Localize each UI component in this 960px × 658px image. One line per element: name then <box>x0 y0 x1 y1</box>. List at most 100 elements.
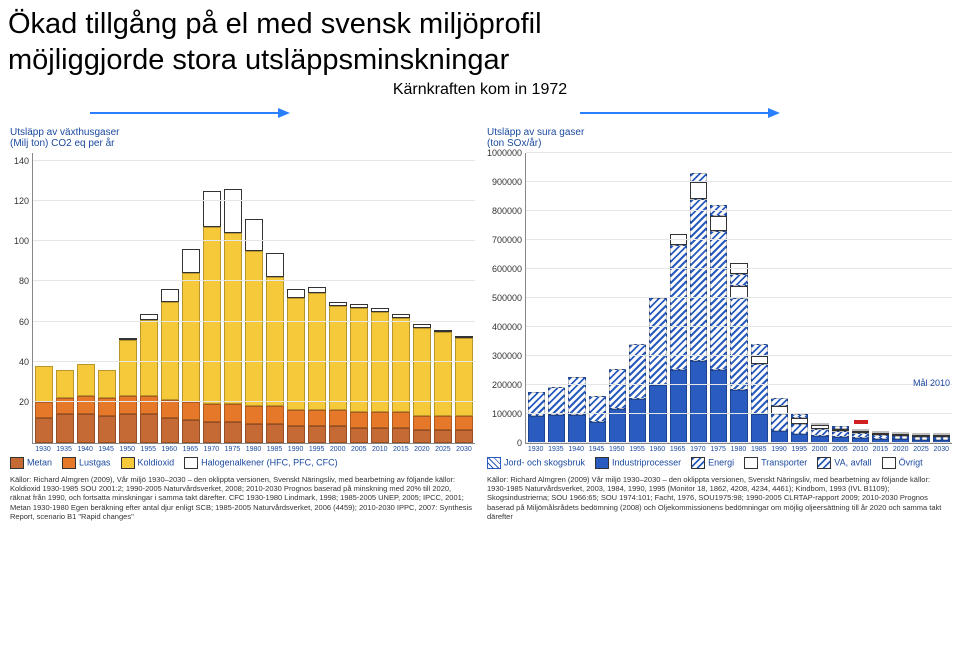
bar-group <box>329 153 347 443</box>
gridline <box>526 268 952 269</box>
legend-swatch <box>121 457 135 469</box>
bar-segment <box>98 416 116 442</box>
bar-segment <box>350 412 368 428</box>
x-tick: 1970 <box>689 446 706 453</box>
x-tick: 1985 <box>266 446 284 453</box>
bar-group <box>392 153 410 443</box>
legend-swatch <box>595 457 609 469</box>
bar-group <box>287 153 305 443</box>
bar-segment <box>266 277 284 406</box>
bar-segment <box>629 399 646 443</box>
bar-group <box>371 153 389 443</box>
bar-segment <box>670 370 687 443</box>
bar-segment <box>392 428 410 442</box>
bar-group <box>589 153 606 443</box>
x-tick: 2030 <box>455 446 473 453</box>
y-tick: 800000 <box>492 206 526 216</box>
bar-segment <box>609 369 626 410</box>
bar-group <box>308 153 326 443</box>
bar-group <box>690 153 707 443</box>
bar-segment <box>371 412 389 428</box>
gridline <box>33 321 475 322</box>
y-tick: 120 <box>14 196 33 206</box>
x-tick: 1960 <box>649 446 666 453</box>
bar-segment <box>245 424 263 442</box>
bar-segment <box>140 396 158 414</box>
charts-row: Utsläpp av växthusgaser (Milj ton) CO2 e… <box>0 123 960 522</box>
bar-segment <box>56 414 74 442</box>
bar-segment <box>350 308 368 413</box>
bar-segment <box>119 414 137 442</box>
bar-group <box>670 153 687 443</box>
bar-segment <box>548 415 565 443</box>
bar-segment <box>119 340 137 396</box>
bar-group <box>245 153 263 443</box>
left-y-title: Utsläpp av växthusgaser (Milj ton) CO2 e… <box>10 127 475 149</box>
gridline <box>33 200 475 201</box>
legend-item: Metan <box>10 457 52 469</box>
bar-segment <box>710 216 727 231</box>
bar-segment <box>528 416 545 442</box>
bar-segment <box>649 298 666 385</box>
bar-group <box>751 153 768 443</box>
bar-group <box>161 153 179 443</box>
right-sources: Källor: Richard Almgren (2009) Vår miljö… <box>485 473 952 522</box>
bar-segment <box>771 398 788 407</box>
bar-segment <box>182 420 200 442</box>
legend-item: Transporter <box>744 457 807 469</box>
bar-segment <box>224 422 242 442</box>
bar-segment <box>140 320 158 397</box>
bar-segment <box>161 302 179 401</box>
right-xticks: 1930193519401945195019551960196519701975… <box>525 444 952 453</box>
legend-swatch <box>882 457 896 469</box>
bar-segment <box>413 328 431 417</box>
title-line-2: möjliggjorde stora utsläppsminskningar <box>8 44 509 76</box>
x-tick: 1940 <box>568 446 585 453</box>
legend-item: Övrigt <box>882 457 923 469</box>
subtitle: Kärnkraften kom in 1972 <box>8 81 952 99</box>
legend-item: Industriprocesser <box>595 457 681 469</box>
bar-segment <box>329 410 347 426</box>
bar-group <box>568 153 585 443</box>
x-tick: 1935 <box>55 446 73 453</box>
bar-group <box>203 153 221 443</box>
bar-segment <box>203 227 221 404</box>
legend-label: Övrigt <box>899 457 923 467</box>
bar-segment <box>730 263 747 275</box>
arrow-right <box>580 105 780 121</box>
legend-item: Lustgas <box>62 457 111 469</box>
x-tick: 1995 <box>791 446 808 453</box>
bar-group <box>649 153 666 443</box>
legend-swatch <box>62 457 76 469</box>
bar-group <box>56 153 74 443</box>
y-tick: 500000 <box>492 293 526 303</box>
bar-group <box>832 153 849 443</box>
left-chart: Utsläpp av växthusgaser (Milj ton) CO2 e… <box>8 127 475 522</box>
bar-segment <box>287 410 305 426</box>
bar-segment <box>308 426 326 442</box>
bar-segment <box>568 415 585 443</box>
x-tick: 1990 <box>287 446 305 453</box>
x-tick: 1975 <box>710 446 727 453</box>
y-tick: 200000 <box>492 380 526 390</box>
x-tick: 1990 <box>770 446 787 453</box>
bar-segment <box>548 387 565 415</box>
legend-swatch <box>691 457 705 469</box>
legend-item: Koldioxid <box>121 457 175 469</box>
bar-segment <box>308 293 326 410</box>
bar-segment <box>182 402 200 420</box>
gridline <box>526 384 952 385</box>
y-tick: 600000 <box>492 264 526 274</box>
bar-segment <box>119 396 137 414</box>
x-tick: 1960 <box>160 446 178 453</box>
bar-segment <box>77 396 95 414</box>
bar-segment <box>392 318 410 413</box>
legend-label: Halogenalkener (HFC, PFC, CFC) <box>201 457 338 467</box>
bar-group <box>528 153 545 443</box>
bar-group <box>224 153 242 443</box>
bar-group <box>119 153 137 443</box>
bar-segment <box>413 430 431 442</box>
bar-group <box>852 153 869 443</box>
bar-segment <box>245 219 263 251</box>
x-tick: 2000 <box>329 446 347 453</box>
